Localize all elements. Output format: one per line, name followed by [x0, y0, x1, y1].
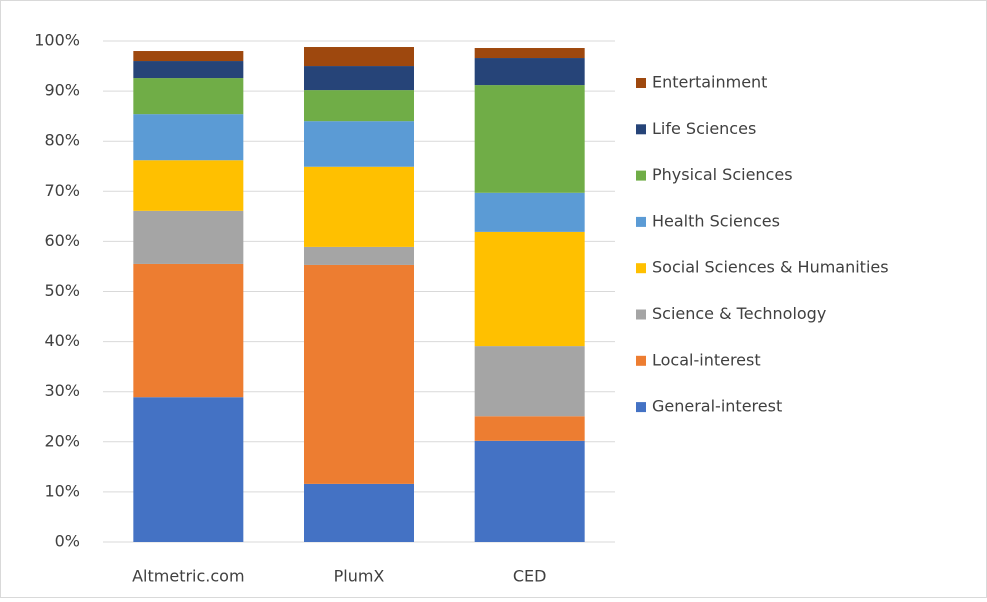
x-tick-label: PlumX [334, 567, 385, 586]
bar-segment [474, 85, 585, 193]
bar-segment [304, 246, 414, 265]
bar-segment [133, 51, 244, 62]
legend-label: Entertainment [652, 73, 767, 92]
bar-segment [474, 346, 585, 417]
legend-label: Health Sciences [652, 211, 780, 230]
legend-label: Science & Technology [652, 304, 826, 323]
bar-segment [133, 78, 244, 115]
y-tick-label: 10% [44, 481, 80, 500]
legend-swatch [636, 263, 646, 274]
y-tick-label: 90% [44, 81, 80, 100]
bar-segment [474, 192, 585, 232]
bar-segment [304, 483, 414, 542]
bar-segment [304, 121, 414, 167]
y-tick-label: 30% [44, 381, 80, 400]
x-tick-label: Altmetric.com [132, 567, 244, 586]
x-tick-label: CED [513, 567, 547, 586]
bar-segment [133, 160, 244, 211]
bar-segment [133, 263, 244, 398]
y-tick-label: 50% [44, 281, 80, 300]
bar-segment [133, 397, 244, 542]
y-tick-label: 60% [44, 231, 80, 250]
bar-segment [474, 48, 585, 59]
bar-segment [474, 416, 585, 441]
bar-segment [304, 47, 414, 67]
bar-segment [474, 231, 585, 347]
bar-segment [474, 440, 585, 542]
legend-swatch [636, 170, 646, 181]
legend-swatch [636, 124, 646, 135]
bar-segment [304, 66, 414, 91]
bar-segment [474, 58, 585, 86]
bar-segment [133, 61, 244, 79]
legend-swatch [636, 309, 646, 320]
bar-segment [304, 264, 414, 484]
legend-label: Life Sciences [652, 119, 756, 138]
y-tick-label: 40% [44, 331, 80, 350]
y-tick-label: 100% [34, 31, 80, 50]
bar-segment [133, 210, 244, 264]
legend-label: Social Sciences & Humanities [652, 258, 889, 277]
bar-segment [133, 114, 244, 161]
legend-swatch [636, 216, 646, 227]
y-tick-label: 20% [44, 431, 80, 450]
bar-segment [304, 90, 414, 122]
y-tick-label: 70% [44, 181, 80, 200]
y-tick-label: 0% [55, 532, 80, 551]
y-tick-label: 80% [44, 131, 80, 150]
legend-swatch [636, 402, 646, 413]
legend-swatch [636, 78, 646, 88]
bar-segment [304, 166, 414, 247]
legend-label: Physical Sciences [652, 165, 793, 184]
legend-label: Local-interest [652, 350, 761, 369]
legend-swatch [636, 355, 646, 366]
legend-label: General-interest [652, 397, 782, 416]
